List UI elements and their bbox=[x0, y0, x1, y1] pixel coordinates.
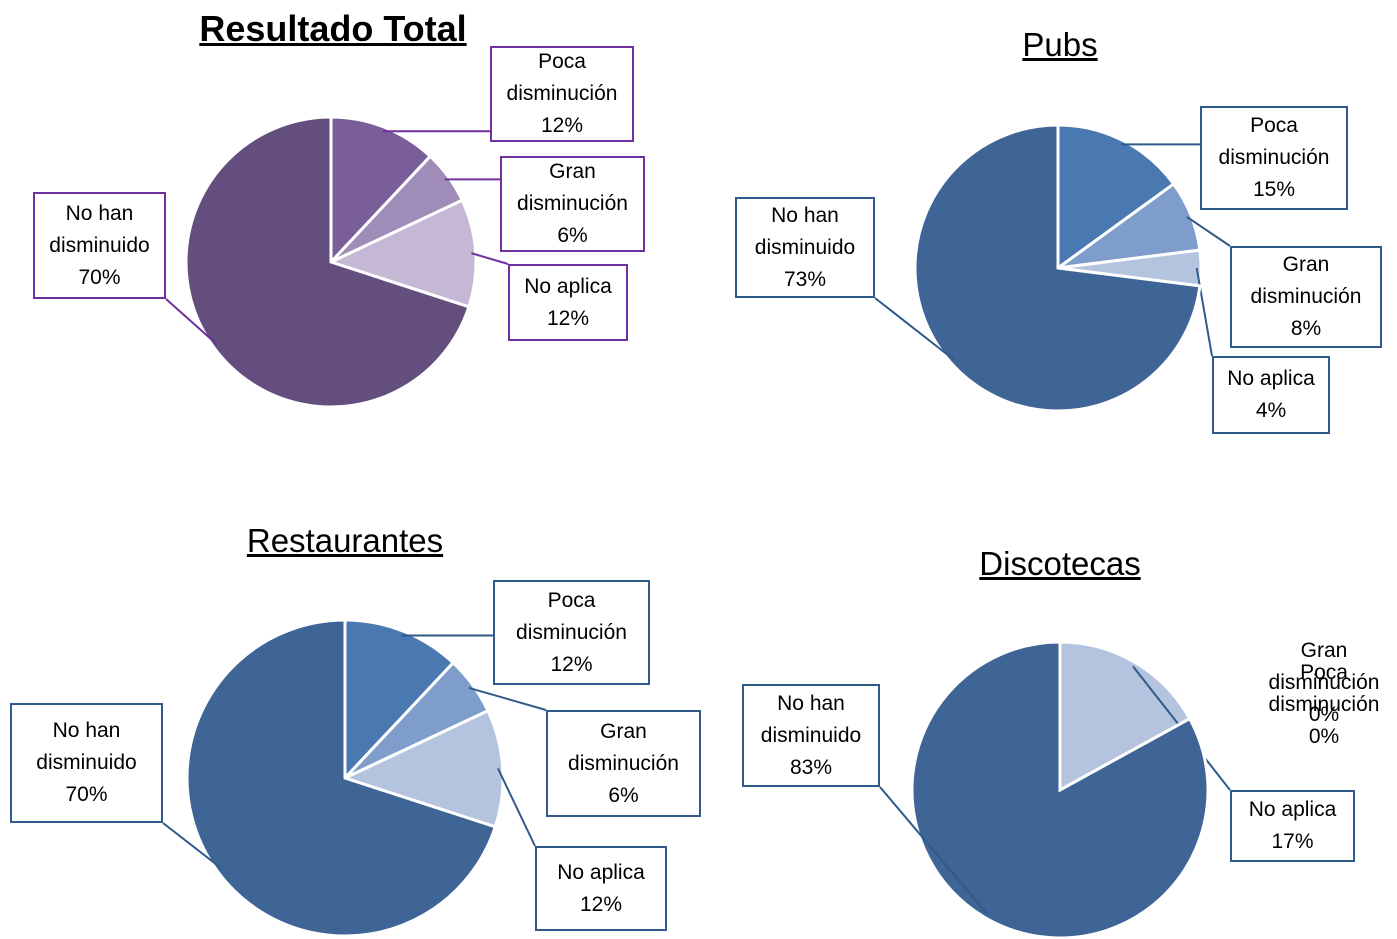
callout-pointer bbox=[162, 822, 222, 869]
callout-category: No han disminuido bbox=[49, 201, 150, 257]
callout-category: No aplica bbox=[524, 274, 612, 298]
callout-value: 12% bbox=[546, 306, 590, 330]
chart-title: Resultado Total bbox=[199, 8, 467, 49]
callout-category: Gran disminución bbox=[517, 160, 628, 215]
callout-category: Poca disminución bbox=[1268, 661, 1380, 716]
callout: Gran disminución 8% bbox=[1230, 246, 1382, 348]
callout-pointer bbox=[874, 297, 955, 361]
callout-value: 6% bbox=[608, 783, 639, 807]
callout-category: Gran disminución bbox=[1268, 639, 1380, 694]
pie-slice bbox=[184, 115, 471, 409]
callout: Gran disminución 6% bbox=[546, 710, 701, 817]
callout-value: 70% bbox=[78, 265, 121, 289]
callout: Gran disminución 0% bbox=[1262, 638, 1386, 728]
callout-category: Poca disminución bbox=[516, 588, 627, 644]
callout: No aplica 12% bbox=[508, 264, 628, 341]
callout-category: Poca disminución bbox=[506, 50, 618, 105]
callout-pointer bbox=[879, 786, 988, 915]
callout-value: 12% bbox=[550, 652, 593, 676]
callout-value: 83% bbox=[789, 755, 833, 779]
chart-title: Restaurantes bbox=[246, 522, 444, 559]
pie-slice bbox=[1058, 640, 1192, 793]
callout-value: 15% bbox=[1252, 178, 1296, 201]
pie-slice bbox=[340, 708, 505, 829]
callout-value: 73% bbox=[783, 267, 827, 291]
callout-category: No aplica bbox=[1248, 798, 1337, 821]
pie-slice bbox=[329, 115, 433, 266]
callout-value: 6% bbox=[557, 224, 588, 247]
callout: Poca disminución 12% bbox=[493, 580, 650, 685]
callout-category: Poca disminución bbox=[1218, 114, 1330, 169]
callout-category: No han disminuido bbox=[754, 203, 856, 259]
callout-pointer bbox=[497, 767, 536, 847]
callout-pointer bbox=[1186, 216, 1231, 247]
callout-pointer bbox=[468, 686, 547, 711]
callout-value: 0% bbox=[1308, 703, 1340, 726]
callout-value: 17% bbox=[1271, 830, 1314, 853]
callout: Poca disminución 12% bbox=[490, 46, 634, 142]
callout: Poca disminución 15% bbox=[1200, 106, 1348, 210]
callout-category: No han disminuido bbox=[760, 691, 862, 747]
callout: No aplica 17% bbox=[1230, 790, 1355, 862]
chart-title: Discotecas bbox=[979, 545, 1141, 582]
callout-value: 4% bbox=[1255, 399, 1287, 422]
callout-value: 0% bbox=[1308, 725, 1340, 748]
callout-value: 70% bbox=[65, 783, 108, 806]
callout-category: Gran disminución bbox=[1250, 253, 1362, 308]
callout: No aplica 4% bbox=[1212, 356, 1330, 434]
callout: Gran disminución 6% bbox=[500, 156, 645, 252]
callout: No han disminuido 73% bbox=[735, 197, 875, 298]
callout: No aplica 12% bbox=[535, 846, 667, 931]
callout-value: 8% bbox=[1290, 317, 1322, 340]
callout-pointer bbox=[165, 298, 218, 346]
callout: No han disminuido 83% bbox=[742, 684, 880, 787]
pie-slice bbox=[1056, 123, 1176, 271]
callout: No han disminuido 70% bbox=[33, 192, 166, 299]
callout: No han disminuido 70% bbox=[10, 703, 163, 823]
callout-value: 12% bbox=[579, 892, 623, 916]
callout-pointer bbox=[1195, 267, 1213, 357]
callout: Poca disminución 0% bbox=[1262, 660, 1386, 750]
pie-slice bbox=[185, 618, 498, 938]
pie-slice bbox=[343, 618, 456, 782]
callout-category: No aplica bbox=[557, 860, 645, 884]
callout-category: No han disminuido bbox=[36, 719, 137, 774]
pie-slice bbox=[326, 198, 478, 309]
chart-title: Pubs bbox=[1022, 26, 1098, 63]
callout-category: Gran disminución bbox=[568, 719, 679, 775]
callout-category: No aplica bbox=[1227, 367, 1315, 390]
callout-pointer bbox=[471, 252, 509, 265]
callout-value: 12% bbox=[540, 114, 584, 137]
pie-slice bbox=[913, 123, 1202, 413]
pie-slice bbox=[910, 640, 1210, 939]
